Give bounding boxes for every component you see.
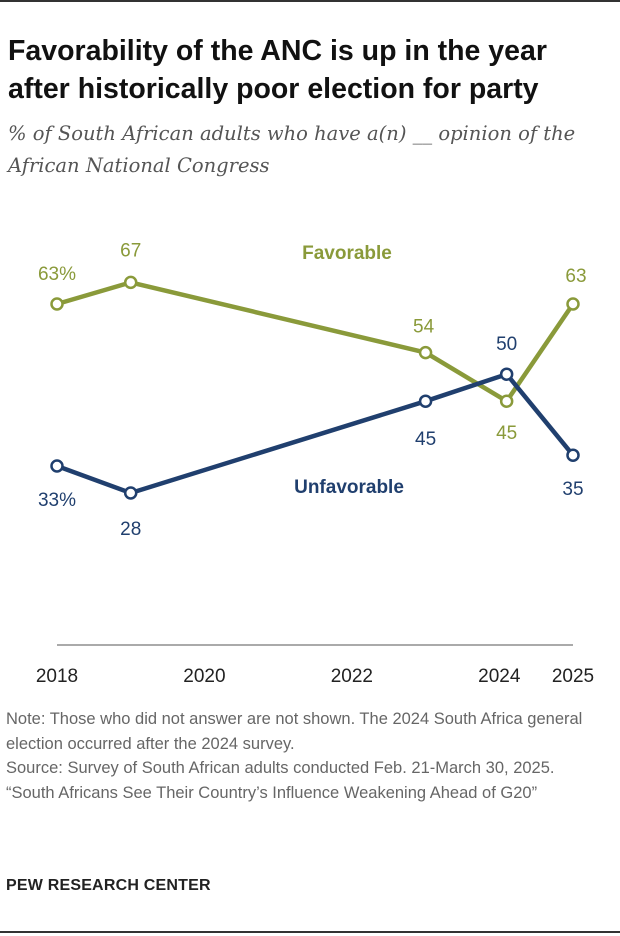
data-label-favorable: 54 — [413, 317, 435, 338]
data-label-favorable: 63% — [38, 264, 76, 285]
top-rule — [0, 0, 620, 2]
series-name-label-favorable: Favorable — [302, 243, 392, 264]
data-point-unfavorable — [566, 448, 580, 462]
data-point-unfavorable — [418, 394, 433, 408]
bottom-rule — [0, 931, 620, 933]
data-point-favorable — [418, 345, 433, 360]
data-label-unfavorable: 50 — [496, 334, 517, 355]
x-tick-label: 2020 — [183, 666, 225, 687]
x-tick-label: 2018 — [36, 666, 78, 687]
report-title-text: “South Africans See Their Country’s Infl… — [6, 783, 538, 802]
x-tick-label: 2022 — [331, 666, 373, 687]
data-label-favorable: 45 — [496, 423, 517, 444]
data-label-unfavorable: 33% — [38, 490, 76, 511]
data-point-unfavorable — [123, 486, 138, 500]
chart-subtitle: % of South African adults who have a(n) … — [8, 122, 576, 177]
data-label-unfavorable: 28 — [120, 519, 141, 540]
data-point-favorable — [499, 394, 514, 408]
data-point-favorable — [123, 275, 138, 290]
data-label-favorable: 63 — [565, 266, 586, 287]
chart-notes: Note: Those who did not answer are not s… — [6, 707, 611, 805]
x-tick-label: 2024 — [478, 666, 521, 687]
source-text: Source: Survey of South African adults c… — [6, 759, 555, 777]
brand-logo-text: PEW RESEARCH CENTER — [6, 877, 211, 894]
data-point-favorable — [50, 297, 64, 311]
data-point-unfavorable — [499, 367, 514, 381]
data-point-unfavorable — [50, 459, 64, 473]
chart-title: Favorability of the ANC is up in the yea… — [8, 35, 547, 105]
data-point-favorable — [566, 297, 580, 311]
data-label-unfavorable: 45 — [415, 429, 436, 450]
x-tick-label: 2025 — [552, 666, 594, 687]
series-name-label-unfavorable: Unfavorable — [294, 477, 404, 498]
note-text: Note: Those who did not answer are not s… — [6, 710, 583, 753]
data-label-unfavorable: 35 — [562, 479, 583, 500]
data-label-favorable: 67 — [120, 240, 141, 261]
